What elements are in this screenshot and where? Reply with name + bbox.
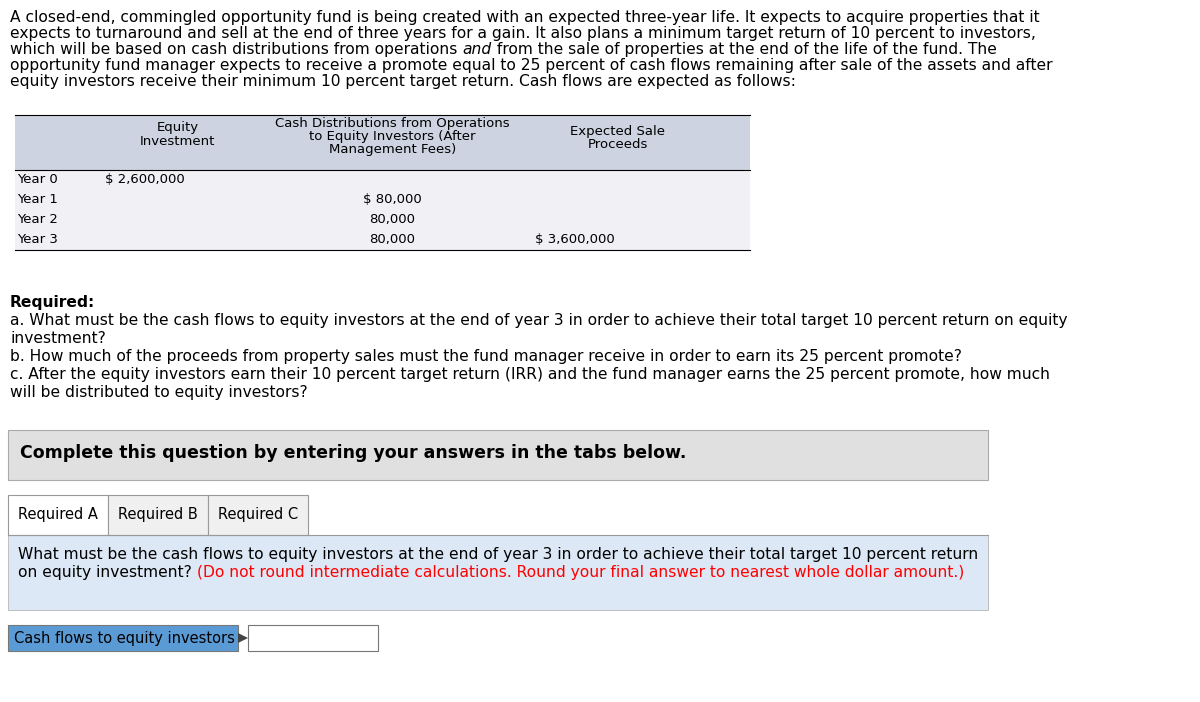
Bar — [14, 230, 750, 250]
Bar — [8, 535, 988, 610]
Text: Year 3: Year 3 — [17, 233, 58, 246]
Text: Required A: Required A — [18, 508, 98, 522]
Text: which will be based on cash distributions from operations: which will be based on cash distribution… — [10, 42, 462, 57]
Text: and: and — [462, 42, 492, 57]
Text: equity investors receive their minimum 10 percent target return. Cash flows are : equity investors receive their minimum 1… — [10, 74, 796, 89]
Text: Year 0: Year 0 — [17, 173, 58, 186]
Text: will be distributed to equity investors?: will be distributed to equity investors? — [10, 385, 307, 400]
Bar — [8, 625, 238, 651]
Text: (Do not round intermediate calculations. Round your final answer to nearest whol: (Do not round intermediate calculations.… — [192, 565, 964, 580]
Text: Required:: Required: — [10, 295, 95, 310]
Bar — [208, 495, 308, 535]
Bar — [14, 115, 750, 170]
Text: on equity investment?: on equity investment? — [18, 565, 192, 580]
Bar — [248, 625, 378, 651]
Text: Cash flows to equity investors: Cash flows to equity investors — [14, 630, 235, 646]
Text: Equity: Equity — [156, 121, 198, 134]
Text: A closed-end, commingled opportunity fund is being created with an expected thre: A closed-end, commingled opportunity fun… — [10, 10, 1039, 25]
Text: Cash Distributions from Operations: Cash Distributions from Operations — [275, 117, 510, 130]
Polygon shape — [238, 633, 248, 643]
Text: expects to turnaround and sell at the end of three years for a gain. It also pla: expects to turnaround and sell at the en… — [10, 26, 1036, 41]
Bar — [14, 190, 750, 210]
Text: Required C: Required C — [218, 508, 298, 522]
Text: opportunity fund manager expects to receive a promote equal to 25 percent of cas: opportunity fund manager expects to rece… — [10, 58, 1052, 73]
Bar — [108, 495, 208, 535]
Text: What must be the cash flows to equity investors at the end of year 3 in order to: What must be the cash flows to equity in… — [18, 547, 978, 562]
Text: Expected Sale: Expected Sale — [570, 125, 665, 138]
Text: 80,000: 80,000 — [370, 213, 415, 226]
Text: Year 1: Year 1 — [17, 193, 58, 206]
Bar — [8, 430, 988, 480]
Bar — [8, 495, 108, 535]
Text: $ 80,000: $ 80,000 — [364, 193, 422, 206]
Text: Proceeds: Proceeds — [587, 138, 648, 151]
Text: $ 2,600,000: $ 2,600,000 — [106, 173, 185, 186]
Text: c. After the equity investors earn their 10 percent target return (IRR) and the : c. After the equity investors earn their… — [10, 367, 1050, 382]
Text: $ 3,600,000: $ 3,600,000 — [535, 233, 614, 246]
Text: Management Fees): Management Fees) — [329, 143, 456, 156]
Text: Investment: Investment — [140, 135, 215, 148]
Text: b. How much of the proceeds from property sales must the fund manager receive in: b. How much of the proceeds from propert… — [10, 349, 962, 364]
Text: Year 2: Year 2 — [17, 213, 58, 226]
Text: investment?: investment? — [10, 331, 106, 346]
Text: Required B: Required B — [118, 508, 198, 522]
Bar — [14, 210, 750, 230]
Text: Complete this question by entering your answers in the tabs below.: Complete this question by entering your … — [20, 444, 686, 462]
Text: 80,000: 80,000 — [370, 233, 415, 246]
Text: to Equity Investors (After: to Equity Investors (After — [310, 130, 475, 143]
Text: from the sale of properties at the end of the life of the fund. The: from the sale of properties at the end o… — [492, 42, 996, 57]
Bar — [14, 170, 750, 190]
Text: a. What must be the cash flows to equity investors at the end of year 3 in order: a. What must be the cash flows to equity… — [10, 313, 1068, 328]
